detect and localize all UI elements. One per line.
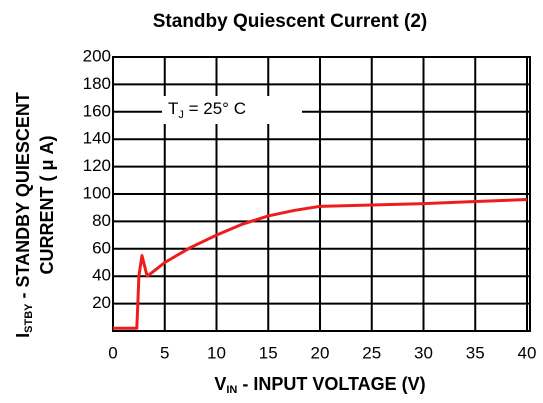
chart-title: Standby Quiescent Current (2) <box>153 11 428 32</box>
x-tick-label: 35 <box>466 343 485 362</box>
annotation: TJ = 25° C <box>168 99 246 120</box>
annotation-rest: = 25° C <box>184 99 246 118</box>
y-label-sub: STBY <box>23 303 35 333</box>
y-tick-label: 120 <box>83 156 111 175</box>
y-tick-label: 180 <box>83 74 111 93</box>
y-label-line1: ISTBY - STANDBY QUIESCENT <box>13 92 35 338</box>
x-tick-label: 0 <box>108 343 117 362</box>
series-line <box>113 197 528 330</box>
y-tick-label: 80 <box>92 211 111 230</box>
y-label-line2: CURRENT ( μ A) <box>37 135 57 274</box>
y-tick-label: 20 <box>92 293 111 312</box>
x-tick-label: 30 <box>414 343 433 362</box>
y-tick-label: 40 <box>92 266 111 285</box>
y-tick-label: 100 <box>83 183 111 202</box>
plot-area <box>112 56 531 332</box>
y-label-rest: - STANDBY QUIESCENT <box>13 92 33 303</box>
x-label-main: V <box>214 374 226 394</box>
y-tick-label: 160 <box>83 101 111 120</box>
annotation-box <box>162 96 302 124</box>
y-tick-label: 140 <box>83 129 111 148</box>
x-label-sub: IN <box>226 384 237 396</box>
annotation-sub: J <box>178 109 184 121</box>
x-tick-label: 15 <box>259 343 278 362</box>
y-tick-label: 200 <box>83 46 111 65</box>
x-axis-label: VIN - INPUT VOLTAGE (V) <box>214 374 425 396</box>
y-tick-label: 60 <box>92 238 111 257</box>
y-axis-label: ISTBY - STANDBY QUIESCENT CURRENT ( μ A) <box>13 92 57 338</box>
x-tick-label: 20 <box>311 343 330 362</box>
plot-border <box>112 56 531 332</box>
x-tick-label: 40 <box>518 343 537 362</box>
x-tick-label: 25 <box>362 343 381 362</box>
annotation-main: T <box>168 99 178 118</box>
y-label-main: I <box>13 333 33 338</box>
x-label-rest: - INPUT VOLTAGE (V) <box>237 374 425 394</box>
x-tick-label: 10 <box>207 343 226 362</box>
x-tick-label: 5 <box>160 343 169 362</box>
